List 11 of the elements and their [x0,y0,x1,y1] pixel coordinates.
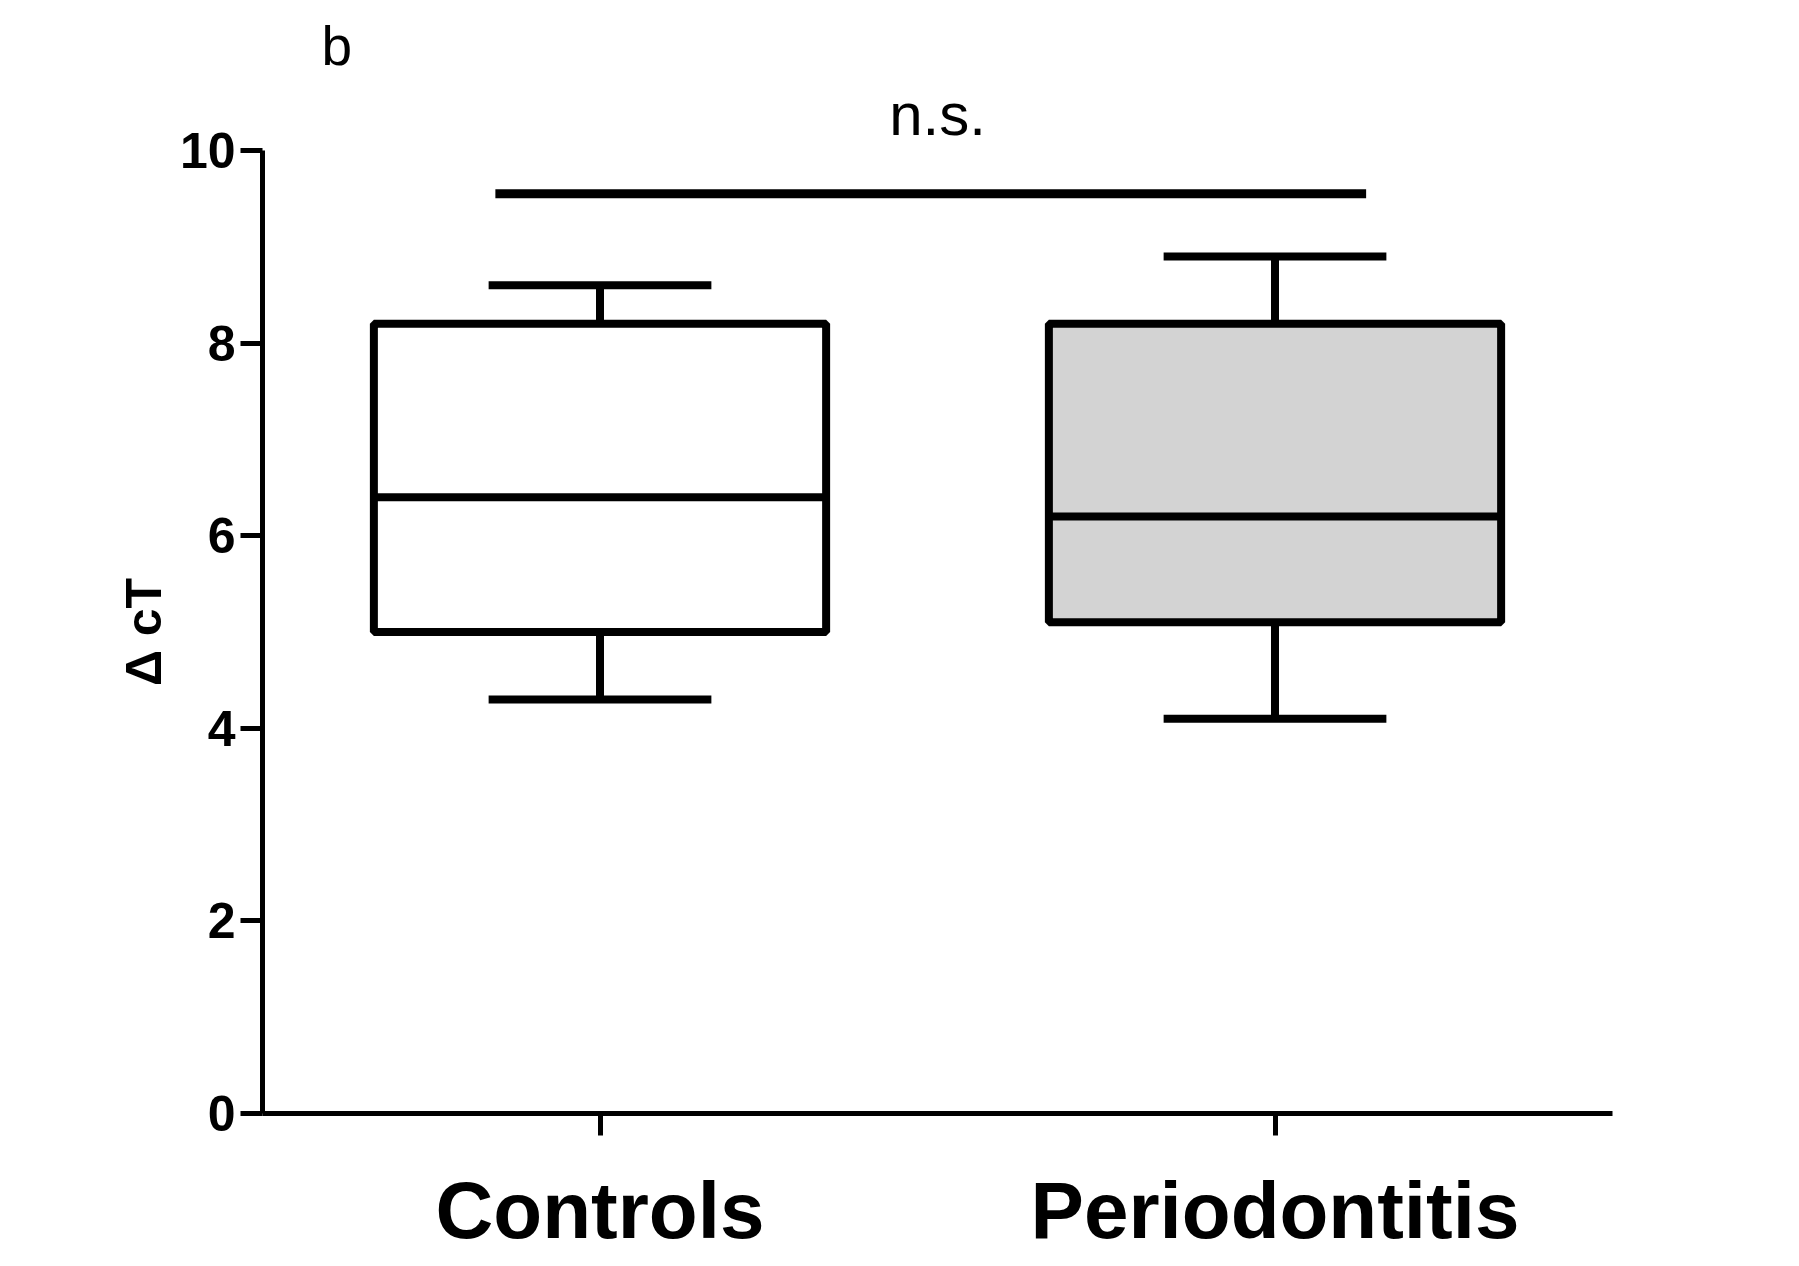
y-tick-label: 6 [207,508,236,565]
text: b [321,14,353,77]
x-tick-label: Controls [435,1165,765,1255]
y-tick-label: 2 [207,893,236,950]
y-tick-label: 4 [207,700,236,757]
y-tick-label: 10 [179,123,236,179]
y-axis-title: Δ cT [115,577,172,687]
y-tick-label: 0 [207,1086,236,1142]
x-tick-label: Periodontitis [1030,1165,1520,1255]
y-tick-label: 8 [207,315,236,372]
text: n.s. [889,81,986,148]
